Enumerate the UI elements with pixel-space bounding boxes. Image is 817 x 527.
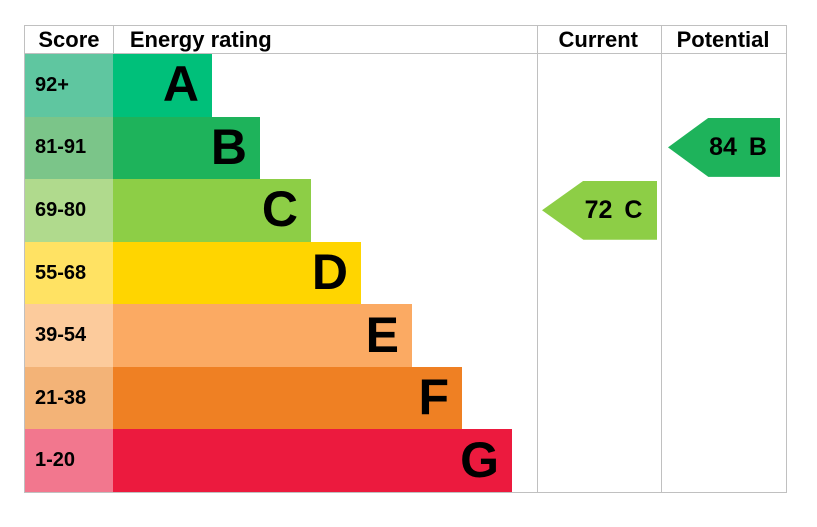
band-letter: E bbox=[365, 306, 399, 363]
header-energy-rating: Energy rating bbox=[129, 27, 272, 52]
band-score: 39-54 bbox=[25, 304, 113, 367]
header-current: Current bbox=[558, 27, 638, 52]
band-letter: D bbox=[311, 244, 348, 301]
divider-score-column bbox=[113, 26, 114, 53]
band-letter: G bbox=[460, 431, 499, 488]
bands-body: 92+ A 81-91 B 69-80 C 55-68 D 39-54 E 21… bbox=[25, 54, 786, 493]
band-row: 39-54 E bbox=[25, 304, 786, 367]
band-bar: E bbox=[113, 304, 412, 367]
potential-rating-value: 84 bbox=[709, 132, 737, 161]
band-letter: F bbox=[418, 369, 449, 426]
band-score: 81-91 bbox=[25, 116, 113, 180]
band-row: 81-91 B bbox=[25, 116, 786, 180]
current-rating-value: 72 bbox=[584, 195, 613, 224]
band-bar: G bbox=[113, 429, 512, 493]
header-score: Score bbox=[38, 27, 100, 52]
band-bar: A bbox=[113, 54, 212, 117]
band-letter: C bbox=[261, 181, 298, 238]
band-score: 1-20 bbox=[25, 429, 113, 493]
band-row: 69-80 C bbox=[25, 179, 786, 242]
band-score: 21-38 bbox=[25, 366, 113, 430]
divider-current-column bbox=[537, 26, 538, 492]
band-row: 92+ A bbox=[25, 54, 786, 117]
header-potential: Potential bbox=[676, 27, 770, 52]
potential-rating-arrow: 84 B bbox=[668, 117, 780, 177]
band-score: 69-80 bbox=[25, 179, 113, 242]
band-letter: B bbox=[210, 118, 247, 175]
band-bar: D bbox=[113, 241, 361, 305]
band-letter: A bbox=[162, 56, 199, 113]
band-row: 21-38 F bbox=[25, 366, 786, 430]
rating-table: Score Energy rating Current Potential 92… bbox=[24, 25, 787, 493]
table-header: Score Energy rating Current Potential bbox=[25, 26, 786, 54]
potential-rating-letter: B bbox=[748, 132, 767, 161]
band-row: 1-20 G bbox=[25, 429, 786, 493]
band-bar: C bbox=[113, 179, 311, 242]
band-score: 92+ bbox=[25, 54, 113, 117]
band-score: 55-68 bbox=[25, 241, 113, 305]
band-bar: B bbox=[113, 116, 260, 180]
divider-potential-column bbox=[661, 26, 662, 492]
band-row: 55-68 D bbox=[25, 241, 786, 305]
current-rating-letter: C bbox=[624, 195, 643, 224]
band-bar: F bbox=[113, 366, 462, 430]
